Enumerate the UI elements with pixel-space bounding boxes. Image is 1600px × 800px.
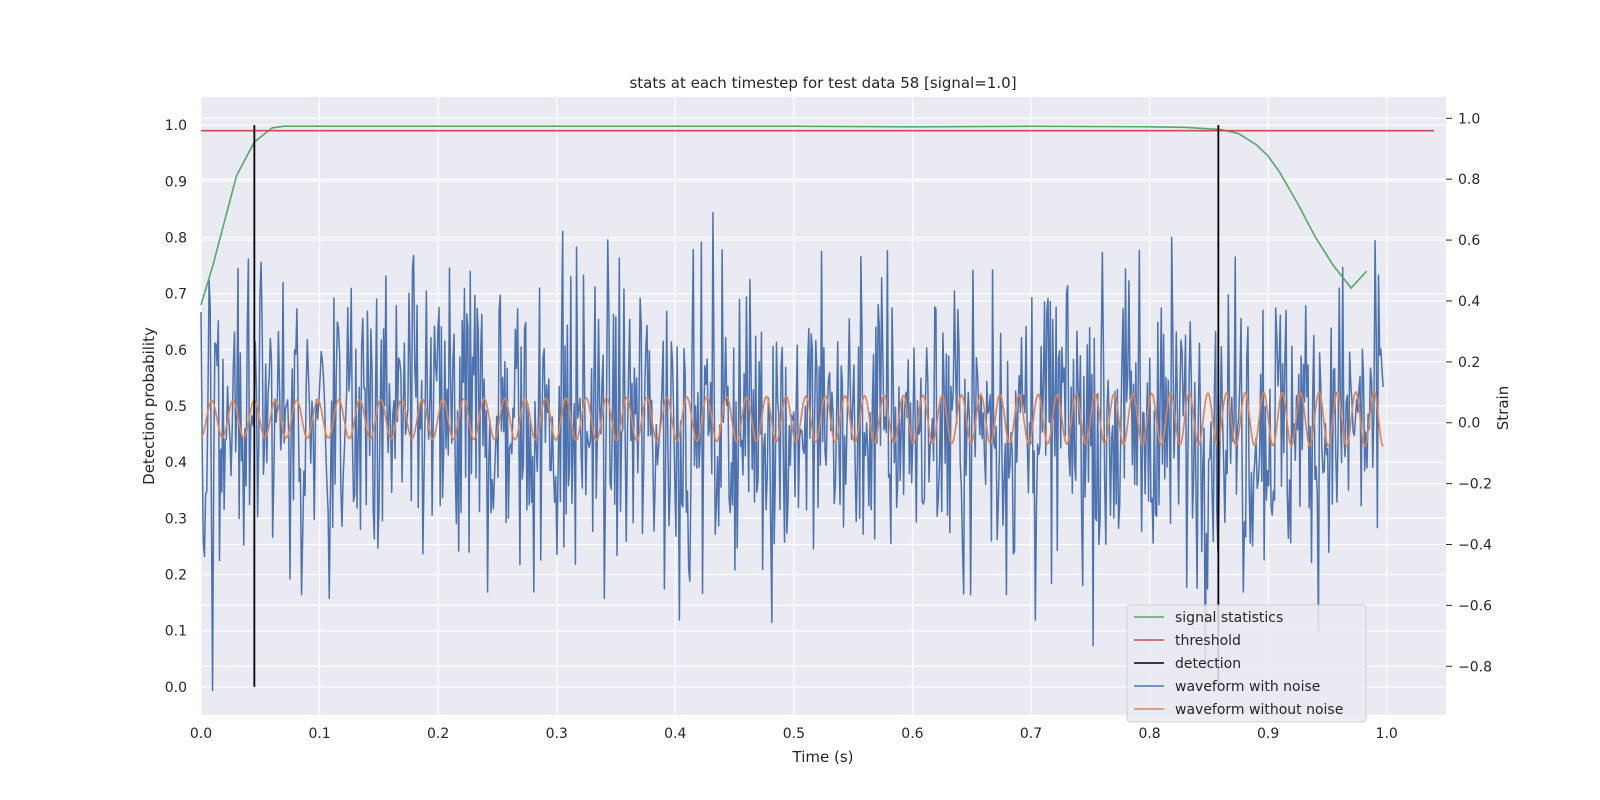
- x-axis-label: Time (s): [792, 748, 854, 766]
- x-tick-label: 0.6: [901, 726, 923, 742]
- y-axis-label-right: Strain: [1494, 386, 1512, 430]
- y-tick-label-left: 0.4: [165, 455, 187, 471]
- y-tick-label-left: 0.8: [165, 230, 187, 246]
- x-tick-label: 0.3: [546, 726, 568, 742]
- y-tick-label-right: 0.0: [1458, 416, 1480, 432]
- y-tick-label-right: 0.6: [1458, 233, 1480, 249]
- y-tick-label-left: 0.3: [165, 511, 187, 527]
- x-tick-label: 0.2: [427, 726, 449, 742]
- y-tick-label-left: 0.2: [165, 568, 187, 584]
- y-tick-label-right: −0.4: [1458, 538, 1492, 554]
- y-tick-label-right: −0.2: [1458, 477, 1492, 493]
- legend: signal statistics threshold detection wa…: [1126, 604, 1367, 723]
- x-tick-label: 0.4: [664, 726, 686, 742]
- legend-label-signal-statistics: signal statistics: [1175, 610, 1283, 626]
- legend-label-detection: detection: [1175, 656, 1241, 672]
- y-tick-label-left: 0.5: [165, 399, 187, 415]
- x-tick-label: 0.9: [1257, 726, 1279, 742]
- legend-label-threshold: threshold: [1175, 633, 1241, 649]
- x-tick-label: 0.7: [1020, 726, 1042, 742]
- legend-label-waveform-with-noise: waveform with noise: [1175, 679, 1320, 695]
- legend-label-waveform-without-noise: waveform without noise: [1175, 702, 1343, 718]
- ticks-layer: 0.0 0.1 0.2 0.3 0.4 0.5 0.6 0.7 0.8 0.9 1.0 0.0 0.1 0…: [165, 111, 1492, 742]
- y-tick-label-left: 0.0: [165, 680, 187, 696]
- x-tick-label: 0.5: [783, 726, 805, 742]
- series-line-waveform-with-noise: [200, 211, 1384, 692]
- series-layer: [200, 125, 1435, 692]
- y-tick-label-right: 0.4: [1458, 294, 1480, 310]
- x-tick-label: 0.8: [1138, 726, 1160, 742]
- legend-box: [1126, 604, 1367, 723]
- x-tick-label: 0.0: [190, 726, 212, 742]
- y-tick-label-left: 0.7: [165, 287, 187, 303]
- y-tick-label-left: 0.6: [165, 343, 187, 359]
- y-tick-label-right: −0.6: [1458, 598, 1492, 614]
- y-tick-label-left: 0.9: [165, 174, 187, 190]
- y-tick-label-left: 0.1: [165, 624, 187, 640]
- y-tick-label-left: 1.0: [165, 118, 187, 134]
- y-axis-label-left: Detection probability: [140, 327, 158, 485]
- chart-title: stats at each timestep for test data 58 …: [629, 74, 1016, 92]
- x-tick-label: 1.0: [1376, 726, 1398, 742]
- y-tick-label-right: 1.0: [1458, 111, 1480, 127]
- series-line-signal-statistics: [200, 125, 1368, 306]
- y-tick-label-right: 0.2: [1458, 355, 1480, 371]
- y-tick-label-right: −0.8: [1458, 659, 1492, 675]
- y-tick-label-right: 0.8: [1458, 172, 1480, 188]
- x-tick-label: 0.1: [308, 726, 330, 742]
- series-line-waveform-without-noise: [200, 390, 1384, 448]
